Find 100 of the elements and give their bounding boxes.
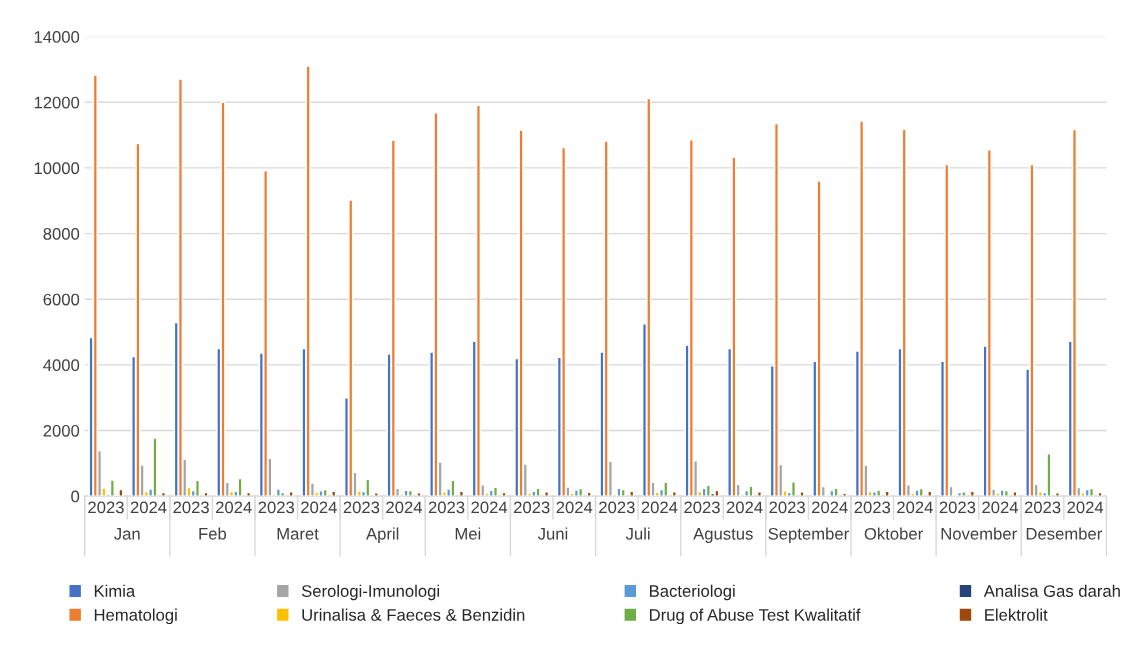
bar: [986, 149, 992, 497]
legend-label: Elektrolit: [985, 608, 1048, 621]
text: April: [366, 527, 399, 543]
bar: [816, 180, 822, 497]
bar: [544, 491, 550, 497]
legend-label: Bacteriologi: [650, 584, 735, 601]
y-tick-label: 12000: [34, 96, 80, 109]
x-tick-label: 2023: [513, 501, 550, 514]
text: Juni: [537, 527, 568, 540]
bar: [731, 156, 737, 497]
bar: [927, 490, 933, 497]
bar: [773, 122, 779, 497]
bar: [1003, 489, 1009, 497]
bar: [322, 488, 328, 497]
bar: [629, 490, 635, 497]
bar: [109, 479, 115, 497]
bar: [1029, 163, 1035, 497]
legend-label: Analisa Gas darah: [983, 584, 1120, 597]
bar: [288, 491, 294, 497]
bar: [663, 481, 669, 497]
bar: [756, 491, 762, 497]
x-tick-label: 2023: [599, 501, 635, 514]
bar: [1097, 491, 1103, 497]
bar: [688, 139, 694, 497]
y-tick-label: 0: [71, 490, 80, 503]
bar: [475, 104, 481, 497]
bar: [944, 163, 950, 497]
bar: [433, 112, 439, 497]
x-tick-label: 2024: [641, 501, 678, 514]
x-tick-label: 2024: [130, 501, 167, 514]
bar: [748, 485, 754, 497]
bar: [365, 478, 371, 497]
bar: [246, 491, 252, 497]
x-tick-label: 2024: [215, 501, 252, 514]
y-tick-label: 4000: [43, 359, 80, 372]
x-tick-label: 2023: [1024, 501, 1061, 514]
x-tick-label: 2023: [939, 501, 976, 514]
bar: [616, 487, 622, 497]
bar: [450, 479, 456, 497]
bar: [203, 491, 209, 497]
y-tick-label: 8000: [43, 227, 80, 240]
bar: [492, 486, 499, 497]
x-tick-label: 2023: [343, 501, 380, 514]
bar: [603, 140, 609, 497]
y-tick-label: 10000: [34, 162, 80, 175]
x-tick-label: 2024: [1067, 501, 1104, 514]
bar: [390, 139, 396, 497]
bar: [620, 488, 626, 497]
text: Oktober: [864, 527, 923, 540]
bar: [961, 491, 967, 497]
bar: [833, 487, 839, 497]
x-tick-label: 2023: [428, 501, 465, 514]
bar: [160, 491, 166, 497]
text: November: [941, 527, 1017, 540]
x-tick-label: 2024: [386, 501, 423, 514]
bar: [1046, 453, 1052, 497]
bar: [348, 199, 354, 497]
bar: [671, 491, 677, 497]
bar: [275, 488, 281, 497]
bar: [458, 490, 464, 497]
bar: [1054, 492, 1060, 497]
bar: [586, 491, 592, 497]
text: Feb: [199, 527, 227, 540]
x-tick-label: 2024: [726, 501, 763, 514]
bar: [373, 492, 379, 497]
bar: [578, 487, 584, 497]
bar: [531, 490, 537, 497]
bar: [152, 437, 158, 497]
text: Maret: [277, 528, 319, 540]
bar: [501, 491, 507, 497]
bar: [92, 74, 98, 497]
text: Juli: [625, 527, 650, 540]
bar: [118, 488, 124, 497]
x-tick-label: 2024: [556, 501, 593, 514]
bar: [220, 101, 226, 497]
bar: [407, 489, 413, 497]
bar: [318, 490, 324, 497]
legend-label: Drug of Abuse Test Kwalitatif: [650, 608, 861, 625]
text: Desember: [1026, 527, 1103, 540]
x-tick-label: 2024: [897, 501, 933, 514]
bar: [791, 481, 797, 497]
text: September: [768, 527, 849, 543]
bar: [263, 170, 269, 497]
x-tick-label: 2024: [301, 501, 337, 514]
x-tick-label: 2023: [684, 501, 720, 514]
legend-label: Hematologi: [94, 608, 177, 625]
y-tick-label: 6000: [43, 293, 80, 306]
x-tick-label: 2023: [258, 501, 295, 514]
bar: [799, 491, 805, 497]
bar: [177, 78, 183, 497]
legend-label: Kimia: [94, 584, 136, 597]
bar: [1071, 128, 1077, 497]
bar: [884, 490, 890, 497]
bar: [535, 487, 541, 497]
x-tick-label: 2023: [88, 501, 124, 514]
text: Jan: [114, 528, 140, 540]
bar: [876, 489, 882, 497]
x-tick-label: 2023: [173, 501, 209, 514]
bar: [194, 479, 200, 497]
y-tick-label: 2000: [43, 424, 80, 437]
